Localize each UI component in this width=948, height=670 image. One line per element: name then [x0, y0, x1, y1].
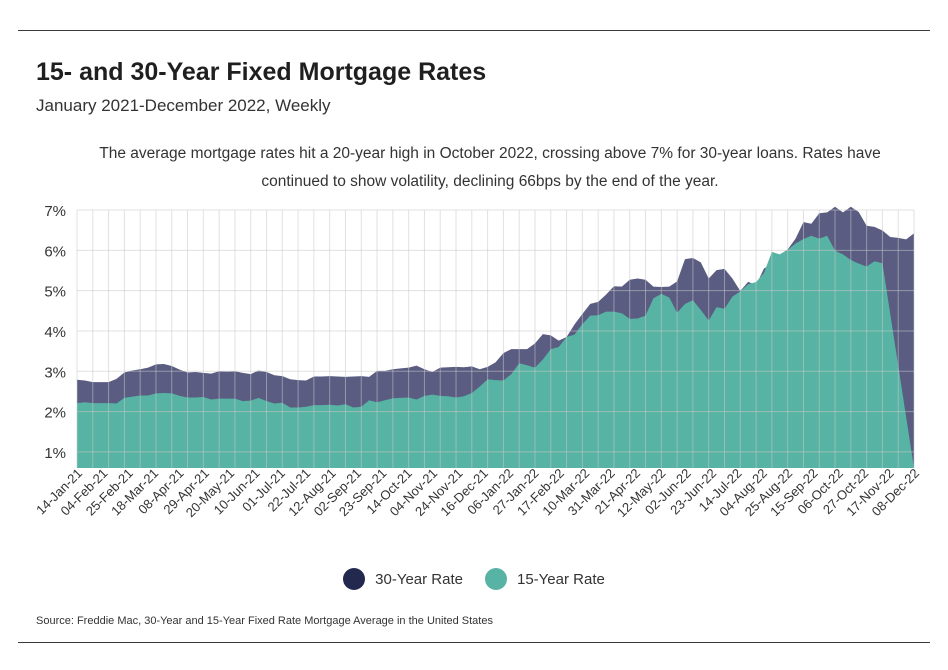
mortgage-rate-chart: 1%2%3%4%5%6%7%14-Jan-2104-Feb-2125-Feb-2…	[33, 203, 922, 520]
chart-legend: 30-Year Rate 15-Year Rate	[0, 568, 948, 590]
bottom-rule	[18, 642, 930, 643]
legend-swatch-30-year	[343, 568, 366, 590]
y-tick-label: 5%	[44, 284, 66, 301]
legend-swatch-15-year	[485, 568, 507, 590]
chart-title: 15- and 30-Year Fixed Mortgage Rates	[36, 58, 487, 86]
legend-label-30-year: 30-Year Rate	[375, 570, 463, 588]
legend-item-30-year: 30-Year Rate	[343, 568, 463, 590]
legend-label-15-year: 15-Year Rate	[517, 570, 605, 588]
y-tick-label: 7%	[44, 203, 66, 220]
y-tick-label: 2%	[44, 405, 66, 422]
chart-subtitle: January 2021-December 2022, Weekly	[36, 96, 331, 115]
top-rule	[18, 30, 930, 31]
y-tick-label: 3%	[44, 364, 66, 381]
legend-item-15-year: 15-Year Rate	[485, 568, 605, 590]
y-tick-label: 6%	[44, 243, 66, 260]
chart-description: The average mortgage rates hit a 20-year…	[99, 145, 881, 190]
source-note: Source: Freddie Mac, 30-Year and 15-Year…	[36, 615, 493, 627]
y-tick-label: 4%	[44, 324, 66, 341]
y-tick-label: 1%	[44, 445, 66, 462]
series-area-15-year-rate	[77, 235, 914, 468]
